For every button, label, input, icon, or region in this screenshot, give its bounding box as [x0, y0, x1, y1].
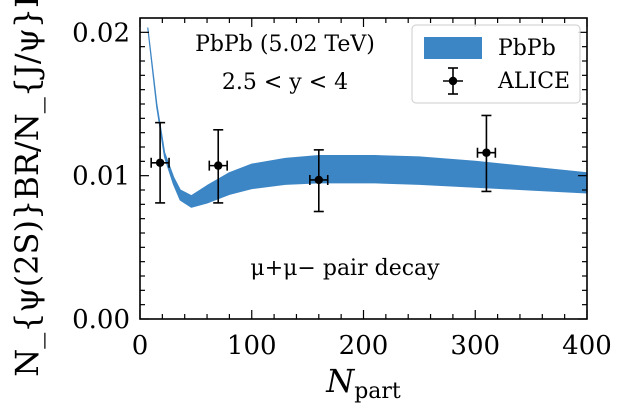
- marker: [155, 158, 165, 167]
- x-axis-label-sub: part: [354, 379, 401, 404]
- x-tick-label: 300: [450, 331, 500, 361]
- x-tick-label: 400: [562, 331, 612, 361]
- marker: [482, 148, 491, 157]
- y-tick-label: 0.01: [72, 162, 130, 192]
- data-point-alice-0: [150, 121, 170, 204]
- x-tick-label: 0: [132, 331, 149, 361]
- legend-label-alice: ALICE: [497, 69, 570, 94]
- points-layer: [150, 114, 497, 213]
- x-axis-label-main: N: [325, 362, 355, 400]
- data-point-alice-1: [208, 129, 228, 204]
- data-point-alice-2: [309, 149, 329, 213]
- data-point-alice-3: [476, 114, 497, 193]
- marker: [214, 161, 223, 170]
- marker: [314, 175, 323, 185]
- annotation-rapidity: 2.5 < y < 4: [222, 70, 348, 95]
- legend-swatch-alice: [443, 67, 463, 95]
- plot-frame: [139, 17, 588, 320]
- ticks-layer: 0 100 200 300 400 0.00 0.01 0.02: [72, 18, 612, 361]
- annotation-system: PbPb (5.02 TeV): [195, 32, 375, 57]
- x-axis-label: Npart: [325, 362, 401, 404]
- legend-label-pbpb: PbPb: [498, 36, 556, 61]
- y-tick-label: 0.00: [72, 305, 130, 335]
- x-tick-label: 200: [339, 331, 389, 361]
- legend-marker: [448, 76, 458, 86]
- legend-swatch-pbpb: [424, 37, 482, 59]
- annotation-decay: μ+μ− pair decay: [250, 256, 440, 281]
- y-axis-label: N_{ψ(2S)}BR/N_{J/ψ}BR: [8, 0, 46, 377]
- legend: PbPb ALICE: [411, 24, 581, 104]
- y-tick-label: 0.02: [72, 18, 130, 48]
- x-tick-label: 100: [227, 331, 277, 361]
